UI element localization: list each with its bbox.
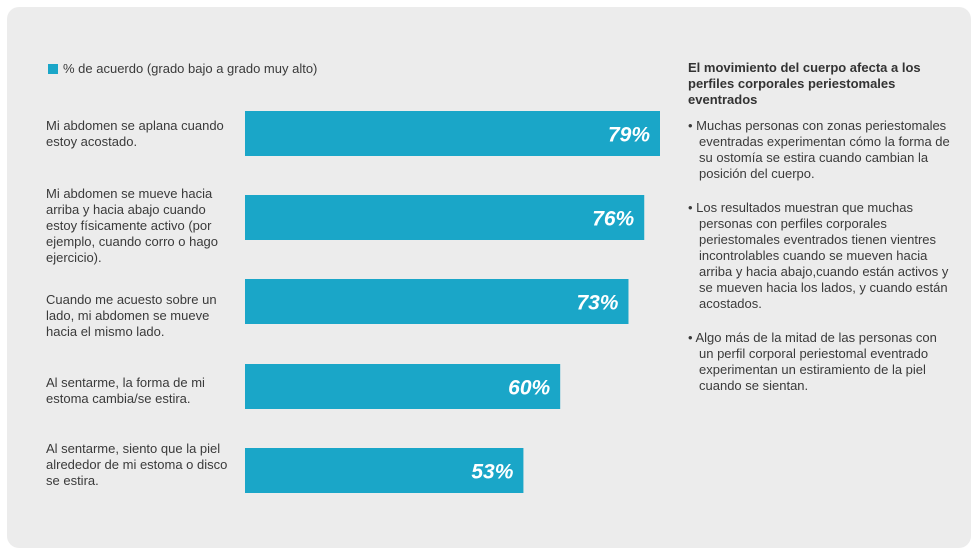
legend-swatch xyxy=(48,63,58,74)
bar-value-label-3: 73% xyxy=(576,292,618,315)
side-panel: El movimiento del cuerpo afecta a los pe… xyxy=(688,60,950,412)
category-label-3: Cuando me acuesto sobre un lado, mi abdo… xyxy=(46,292,217,339)
category-label-1: Mi abdomen se aplana cuando estoy acosta… xyxy=(46,118,224,149)
category-label-4: Al sentarme, la forma de mi estoma cambi… xyxy=(46,375,205,406)
bar-4 xyxy=(245,364,561,409)
bar-value-label-2: 76% xyxy=(592,208,634,231)
bar-value-label-4: 60% xyxy=(508,377,550,400)
side-panel-bullet-2: • Los resultados muestran que muchas per… xyxy=(688,200,949,311)
legend-label: % de acuerdo (grado bajo a grado muy alt… xyxy=(63,61,318,76)
side-panel-bullet-3: • Algo más de la mitad de las personas c… xyxy=(688,330,937,393)
chart-legend: % de acuerdo (grado bajo a grado muy alt… xyxy=(48,61,317,76)
category-label-5: Al sentarme, siento que la piel alrededo… xyxy=(46,441,228,488)
bar-1 xyxy=(245,111,660,156)
side-panel-title: El movimiento del cuerpo afecta a los pe… xyxy=(688,60,921,107)
bar-2 xyxy=(245,195,645,240)
bar-5 xyxy=(245,448,524,493)
bar-value-label-1: 79% xyxy=(608,124,650,147)
bar-3 xyxy=(245,279,629,324)
side-panel-bullet-1: • Muchas personas con zonas periestomale… xyxy=(688,118,950,181)
bar-value-label-5: 53% xyxy=(471,461,513,484)
category-label-2: Mi abdomen se mueve hacia arriba y hacia… xyxy=(46,186,219,265)
